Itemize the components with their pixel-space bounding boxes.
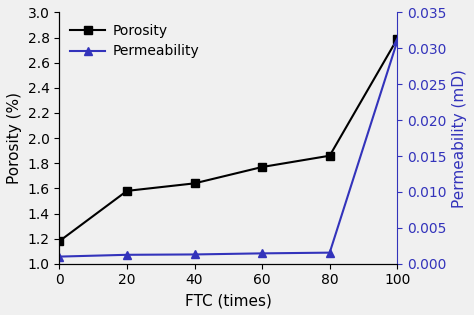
- Line: Porosity: Porosity: [55, 35, 401, 245]
- Permeability: [259, 251, 265, 255]
- Y-axis label: Permeability (mD): Permeability (mD): [452, 69, 467, 208]
- Porosity: [191, 181, 197, 185]
- Legend: Porosity, Permeability: Porosity, Permeability: [66, 20, 203, 63]
- Porosity: [259, 165, 265, 169]
- Permeability: [56, 255, 62, 259]
- Porosity: [56, 239, 62, 243]
- Porosity: [327, 154, 333, 158]
- Porosity: [394, 37, 400, 41]
- X-axis label: FTC (times): FTC (times): [185, 293, 272, 308]
- Porosity: [124, 189, 130, 193]
- Line: Permeability: Permeability: [55, 37, 401, 261]
- Permeability: [327, 251, 333, 255]
- Permeability: [394, 39, 400, 43]
- Permeability: [191, 253, 197, 256]
- Y-axis label: Porosity (%): Porosity (%): [7, 92, 22, 184]
- Permeability: [124, 253, 130, 257]
